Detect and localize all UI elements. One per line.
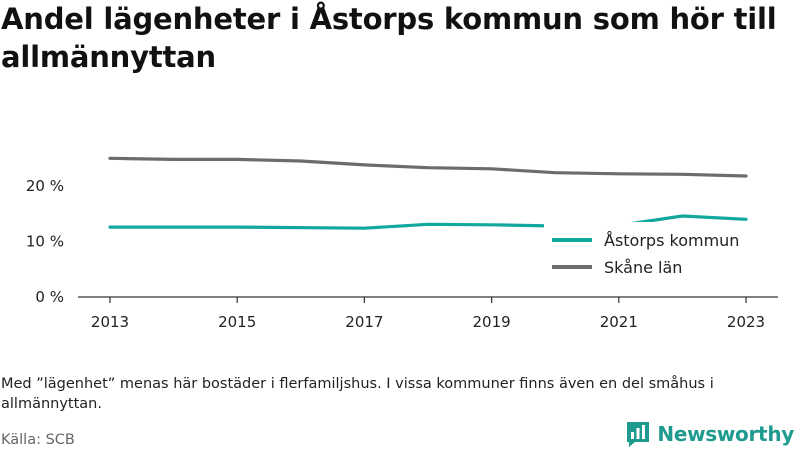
y-tick-label: 20 % xyxy=(26,177,64,195)
x-tick-label: 2015 xyxy=(218,313,256,331)
brand-name: Newsworthy xyxy=(657,422,794,446)
bar-chart-speech-bubble-icon xyxy=(627,422,650,447)
y-tick-label: 10 % xyxy=(26,233,64,251)
chart-source: Källa: SCB xyxy=(1,432,75,448)
series-layer xyxy=(108,156,748,230)
y-tick-label: 0 % xyxy=(35,288,64,306)
brand-logo: Newsworthy xyxy=(625,420,794,448)
x-tick-label: 2023 xyxy=(727,313,765,331)
x-tick-label: 2021 xyxy=(600,313,638,331)
legend-label: Åstorps kommun xyxy=(604,231,739,250)
chart-title: Andel lägenheter i Åstorps kommun som hö… xyxy=(1,2,777,74)
x-tick-label: 2017 xyxy=(345,313,383,331)
legend-label: Skåne län xyxy=(604,258,682,277)
x-tick-label: 2013 xyxy=(91,313,129,331)
series-line-skane-lan xyxy=(108,156,748,178)
chart-note: Med ”lägenhet” menas här bostäder i fler… xyxy=(1,376,714,412)
chart-axes: 0 % 10 % 20 % 2013 2015 2017 2019 2021 2023 xyxy=(26,177,778,331)
legend-background xyxy=(544,222,760,280)
x-tick-label: 2019 xyxy=(473,313,511,331)
chart-legend: Åstorps kommun Skåne län xyxy=(544,222,760,280)
